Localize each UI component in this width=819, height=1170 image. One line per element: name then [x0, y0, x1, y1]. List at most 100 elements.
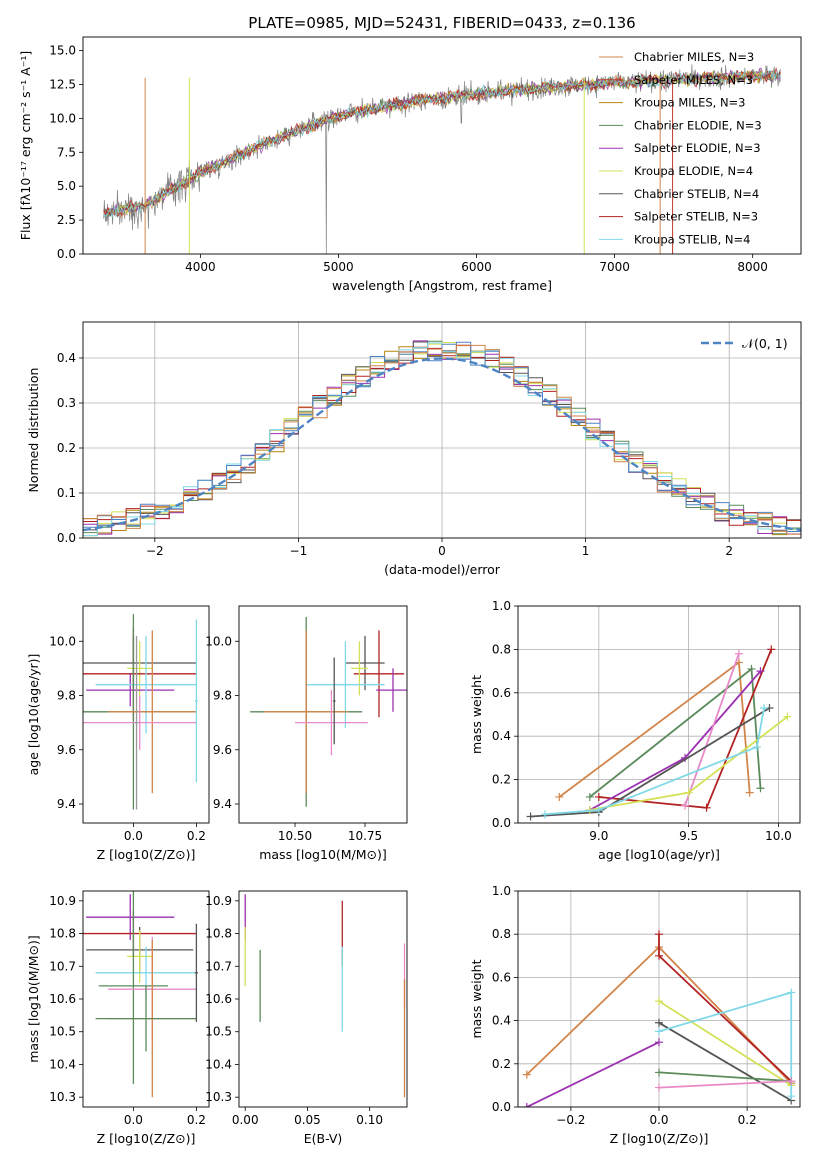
spectrum-frame: [82, 36, 802, 255]
weight-line: [589, 667, 762, 798]
weight-marker: [787, 988, 796, 997]
legend-label: Salpeter STELIB, N=3: [634, 210, 758, 224]
mass_vs_Z-frame: [82, 890, 210, 1108]
mass_vs_ebv-panel: 0.00 0.05 0.10 10.3 10.4 10.5 10.6 10.7 10.8 10.9…: [205, 890, 408, 1146]
legend-label: Kroupa MILES, N=3: [634, 96, 746, 110]
weight-marker: [540, 810, 549, 819]
x-axis-label: (data-model)/error: [384, 562, 501, 577]
legend-label: Kroupa ELODIE, N=4: [634, 164, 753, 178]
y-tick-label: 10.3: [205, 1090, 232, 1104]
y-tick-label: 10.5: [49, 1025, 76, 1039]
y-tick-label: 0.6: [492, 970, 511, 984]
x-tick-label: 0.00: [232, 1113, 259, 1127]
age_vs_mass-frame: [238, 605, 408, 824]
weight-line: [526, 1041, 660, 1107]
legend-label: Salpeter MILES, N=3: [634, 73, 753, 87]
y-tick-label: 10.0: [49, 634, 76, 648]
age_vs_mass-panel: 10.50 10.75 9.4 9.6 9.8 10.0 mass [log10(M/M⊙)…: [205, 605, 408, 862]
y-tick-label: 0.6: [492, 686, 511, 700]
x-tick-label: 0.0: [124, 829, 143, 843]
weight-marker: [702, 803, 711, 812]
weight_vs_Z-panel: −0.2 0.0 0.2 0.0 0.2 0.4 0.6 0.8 1.0 Z [log10(Z/Z…: [469, 884, 801, 1146]
x-axis-label: Z [log10(Z/Z⊙)]: [97, 1131, 196, 1146]
x-tick-label: 0.0: [124, 1113, 143, 1127]
legend-label: Chabrier MILES, N=3: [634, 50, 754, 64]
y-tick-label: 5.0: [57, 179, 76, 193]
x-tick-label: −0.2: [556, 1113, 585, 1127]
x-tick-label: 2: [725, 544, 733, 558]
x-tick-label: 10.75: [348, 829, 382, 843]
x-tick-label: 8000: [737, 260, 768, 274]
weight_vs_age-frame: [517, 605, 801, 824]
age_vs_Z-frame: [82, 605, 210, 824]
x-tick-label: 9.5: [679, 829, 698, 843]
y-tick-label: 0.8: [492, 642, 511, 656]
weight-marker: [655, 997, 663, 1006]
x-tick-label: 0.05: [294, 1113, 321, 1127]
residuals-plot-area: [83, 322, 801, 538]
y-tick-label: 10.6: [49, 992, 76, 1006]
weight-marker: [752, 743, 761, 752]
x-axis-label: E(B-V): [304, 1131, 343, 1146]
weight-marker: [787, 1092, 796, 1101]
residuals-frame: [82, 321, 802, 539]
x-axis-label: wavelength [Angstrom, rest frame]: [332, 278, 552, 293]
x-tick-label: 6000: [461, 260, 492, 274]
model-spectrum-line: [103, 69, 781, 218]
y-tick-label: 9.6: [213, 743, 232, 757]
weight-marker: [684, 788, 693, 797]
weight-marker: [655, 1027, 663, 1036]
y-tick-label: 10.9: [205, 894, 232, 908]
x-tick-label: 0.2: [187, 829, 206, 843]
y-tick-label: 0.3: [57, 396, 76, 410]
y-axis-label: mass weight: [469, 959, 484, 1038]
x-axis-label: age [log10(age/yr)]: [598, 847, 720, 862]
residuals-panel: −2 −1 0 1 2 0.0 0.1 0.2 0.3 0.4 (data-model)/error…: [26, 321, 802, 577]
weight-marker: [594, 805, 603, 814]
weight-line: [658, 1071, 792, 1082]
weight-line: [658, 934, 792, 1082]
weight-marker: [594, 792, 603, 801]
spectrum-panel: 4000 5000 6000 7000 8000 0.0 2.5 5.0 7.5 10.0 12.5…: [18, 36, 802, 293]
model-spectrum-line: [103, 69, 781, 218]
y-tick-label: 0.0: [57, 247, 76, 261]
weight-marker: [655, 1083, 663, 1092]
x-tick-label: 4000: [185, 260, 216, 274]
y-tick-label: 10.6: [205, 992, 232, 1006]
weight-marker: [760, 703, 769, 712]
y-tick-label: 9.6: [57, 743, 76, 757]
y-tick-label: 9.4: [57, 797, 76, 811]
x-axis-label: mass [log10(M/M⊙)]: [259, 847, 387, 862]
x-axis-label: Z [log10(Z/Z⊙)]: [610, 1131, 709, 1146]
residual-histogram: [83, 344, 801, 537]
y-tick-label: 0.2: [492, 773, 511, 787]
weight-marker: [655, 930, 663, 939]
x-tick-label: 7000: [599, 260, 630, 274]
y-tick-label: 10.3: [49, 1090, 76, 1104]
x-tick-label: 10.0: [765, 829, 792, 843]
weight-marker: [655, 1068, 663, 1077]
y-axis-label: Flux [fλ10⁻¹⁷ erg cm⁻² s⁻¹ A⁻¹]: [18, 51, 33, 240]
spectrum-plot-area: [103, 64, 781, 254]
y-tick-label: 12.5: [49, 77, 76, 91]
y-tick-label: 9.8: [57, 689, 76, 703]
weight-marker: [747, 664, 756, 673]
weight-marker: [767, 645, 776, 654]
y-tick-label: 0.0: [57, 531, 76, 545]
y-axis-label: Normed distribution: [26, 368, 41, 493]
legend-label: 𝒩(0, 1): [742, 336, 788, 351]
y-tick-label: 10.9: [49, 894, 76, 908]
weight-marker: [655, 1038, 663, 1047]
weight-marker: [655, 1018, 663, 1027]
y-tick-label: 9.4: [213, 797, 232, 811]
weight-marker: [734, 649, 743, 658]
weight-line: [658, 1080, 792, 1089]
y-tick-label: 0.8: [492, 927, 511, 941]
y-tick-label: 0.2: [492, 1057, 511, 1071]
weight-marker: [681, 801, 690, 810]
y-tick-label: 0.0: [492, 816, 511, 830]
weight-line: [658, 1000, 792, 1087]
y-tick-label: 0.1: [57, 486, 76, 500]
y-tick-label: 7.5: [57, 145, 76, 159]
weight_vs_age-plot-area: [518, 606, 800, 823]
